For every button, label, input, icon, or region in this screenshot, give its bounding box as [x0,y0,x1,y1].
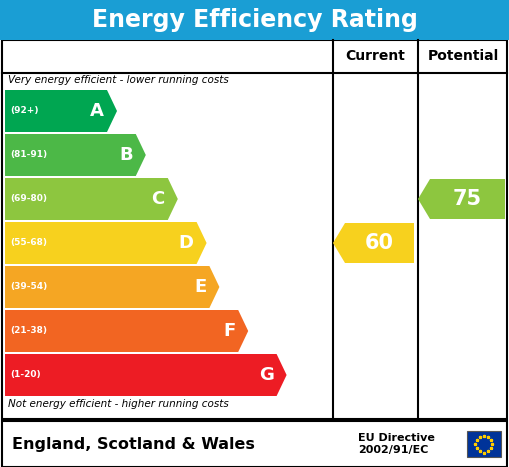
Text: F: F [223,322,235,340]
Text: 2002/91/EC: 2002/91/EC [358,445,429,455]
Text: Current: Current [346,50,406,64]
Text: (39-54): (39-54) [10,283,47,291]
Bar [2,421,507,467]
Text: E: E [194,278,207,296]
Text: 75: 75 [453,189,482,209]
Polygon shape [5,134,146,176]
Text: G: G [259,366,274,384]
Bar [2,40,507,419]
Polygon shape [5,90,117,132]
Text: D: D [179,234,193,252]
Polygon shape [333,223,414,263]
Text: EU Directive: EU Directive [358,433,435,443]
Text: (1-20): (1-20) [10,370,41,380]
Polygon shape [5,354,287,396]
Text: Energy Efficiency Rating: Energy Efficiency Rating [92,8,417,32]
Text: (69-80): (69-80) [10,194,47,204]
Bar [0,0,509,40]
Text: A: A [90,102,104,120]
Text: B: B [119,146,133,164]
Text: (55-68): (55-68) [10,239,47,248]
Text: C: C [152,190,165,208]
Text: (21-38): (21-38) [10,326,47,335]
Polygon shape [5,178,178,220]
Text: Very energy efficient - lower running costs: Very energy efficient - lower running co… [8,75,229,85]
Polygon shape [418,179,505,219]
Text: (81-91): (81-91) [10,150,47,160]
Polygon shape [5,222,207,264]
Text: (92+): (92+) [10,106,39,115]
Text: Not energy efficient - higher running costs: Not energy efficient - higher running co… [8,399,229,409]
Text: Potential: Potential [428,50,499,64]
Text: 60: 60 [365,233,394,253]
Text: England, Scotland & Wales: England, Scotland & Wales [12,437,255,452]
Polygon shape [5,310,248,352]
Bar [467,431,501,457]
Polygon shape [5,266,219,308]
